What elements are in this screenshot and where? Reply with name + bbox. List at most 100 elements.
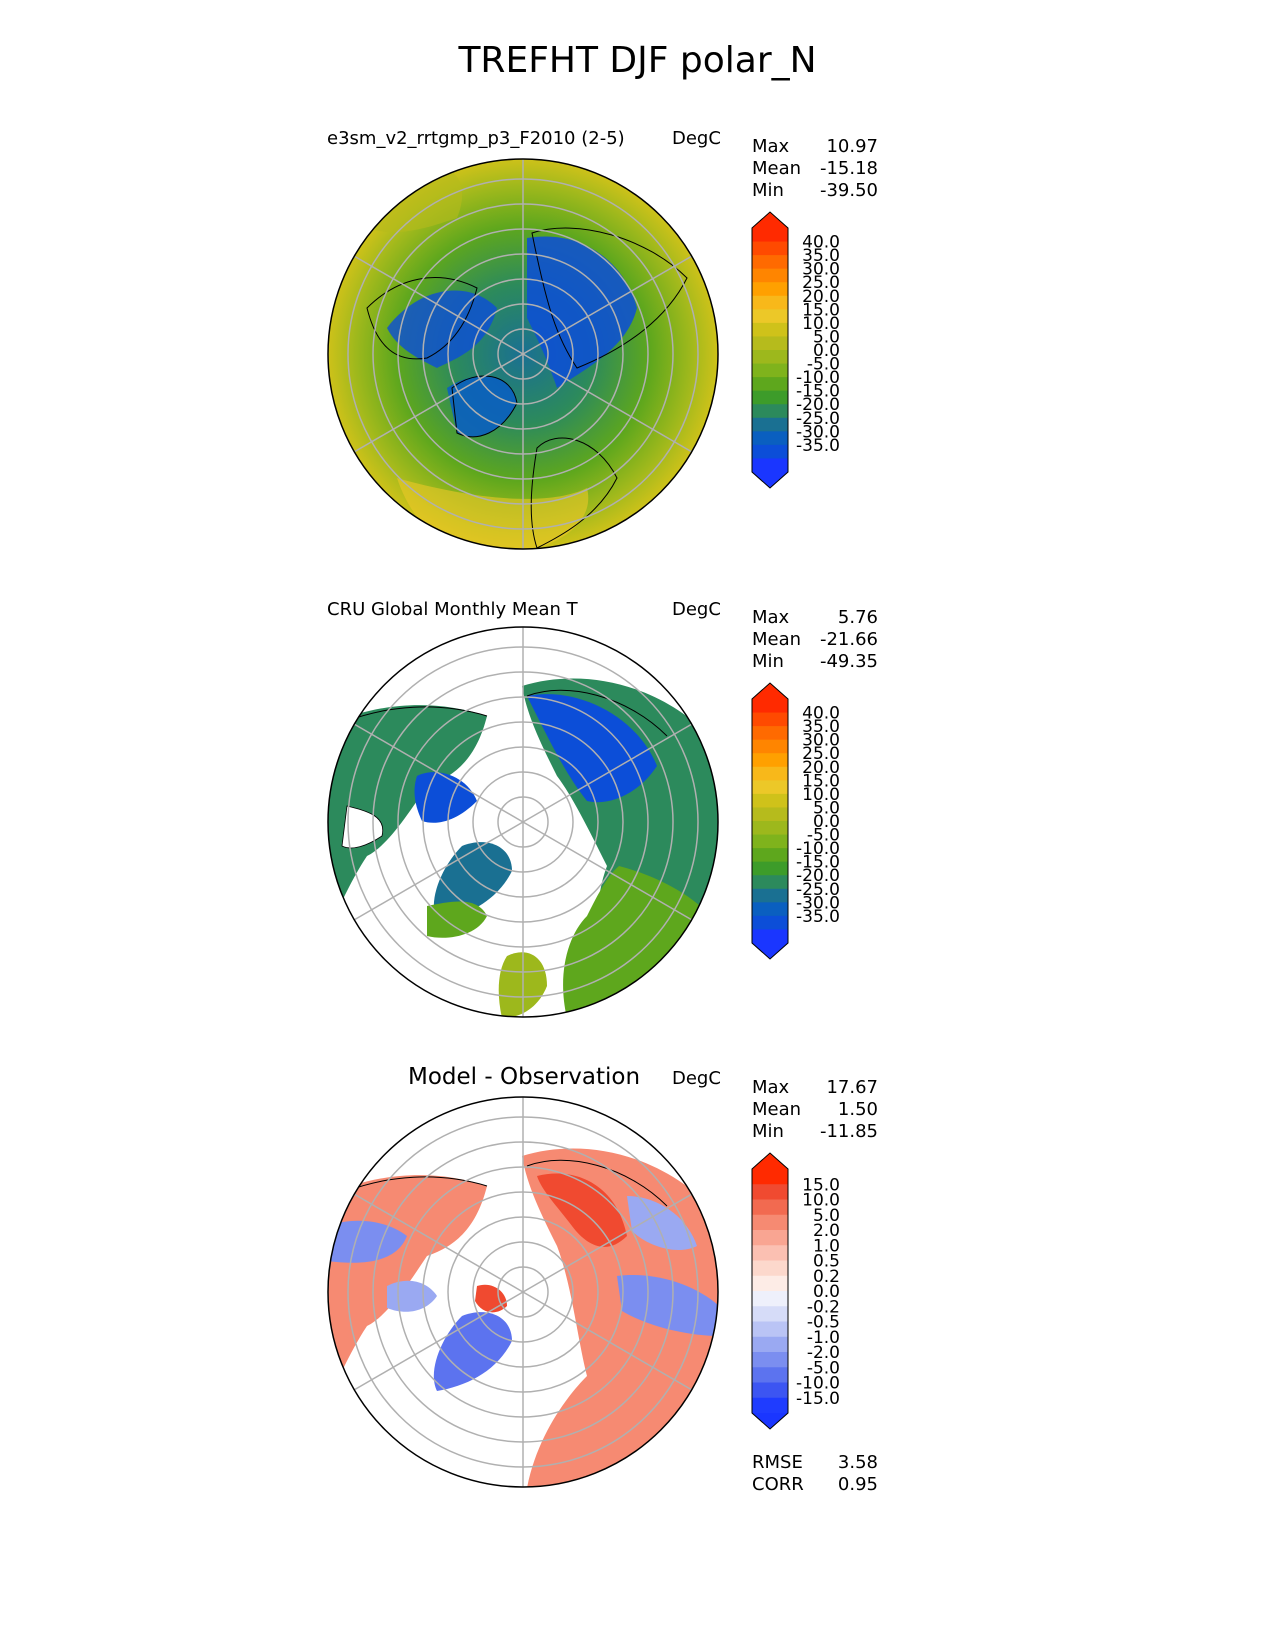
colorbar-tick-label: 10.0 (802, 785, 840, 805)
colorbar-tick-label: -5.0 (807, 355, 840, 375)
colorbar-tick-label: -30.0 (796, 893, 840, 913)
colorbar-tick-label: -35.0 (796, 436, 840, 456)
colorbar-swatch (752, 861, 788, 876)
colorbar-outline (751, 682, 789, 960)
colorbar-tick-label: 5.0 (813, 327, 840, 347)
stat-value: 17.67 (826, 1077, 878, 1098)
colorbar-tick-label: 25.0 (802, 744, 840, 764)
colorbar-tick-label: 15.0 (802, 771, 840, 791)
colorbar-tick-label: -15.0 (796, 1389, 840, 1409)
colorbar-swatch (752, 780, 788, 795)
stat-value: -39.50 (819, 180, 878, 201)
stat-value: 1.50 (837, 1099, 878, 1120)
colorbar-swatch (752, 309, 788, 324)
map-boundary (327, 158, 719, 550)
coastline-siberia (526, 1159, 668, 1207)
panel-3-extra-stats: RMSE 3.58 CORR 0.95 (752, 1452, 878, 1496)
stat-value: 0.95 (837, 1474, 878, 1495)
colorbar-swatch (752, 295, 788, 310)
colorbar-tick-label: -10.0 (796, 839, 840, 859)
graticule (347, 1097, 699, 1487)
warm-anomaly-siberia (537, 1173, 627, 1247)
figure-title: TREFHT DJF polar_N (458, 40, 817, 81)
colorbar-swatch (752, 834, 788, 849)
colorbar-tick-label: 40.0 (802, 233, 840, 253)
colorbar-tick-label: 25.0 (802, 273, 840, 293)
panel-1-colorbar: 40.035.030.025.020.015.010.05.00.0-5.0-1… (751, 211, 840, 489)
colorbar-tick-label: -10.0 (796, 1374, 840, 1394)
cold-region-siberia (527, 694, 657, 803)
colorbar-tick-label: 0.0 (813, 341, 840, 361)
panel-3-polar-map (327, 1096, 719, 1488)
colorbar-tick-label: -10.0 (796, 368, 840, 388)
colorbar-tick-label: 10.0 (802, 1191, 840, 1211)
colorbar-tick-label: 30.0 (802, 260, 840, 280)
colorbar-arrow-bottom (752, 1413, 788, 1429)
stat-label: Mean (752, 1099, 802, 1120)
colorbar-swatch (752, 1184, 788, 1200)
colorbar-tick-label: -0.5 (807, 1313, 840, 1333)
stat-label: Max (752, 607, 790, 628)
stat-label: Min (752, 180, 784, 201)
stat-label: Max (752, 136, 790, 157)
colorbar-tick-label: 15.0 (802, 1175, 840, 1195)
colorbar-swatch (752, 739, 788, 754)
graticule (347, 627, 699, 1017)
colorbar-tick-label: 0.0 (813, 812, 840, 832)
panel-1-polar-map (327, 158, 719, 550)
stat-label: CORR (752, 1474, 804, 1495)
colorbar-arrow-bottom (752, 943, 788, 959)
colorbar-swatch (752, 431, 788, 446)
panel-3-title: Model - Observation (408, 1064, 641, 1090)
colorbar-tick-label: -30.0 (796, 422, 840, 442)
colorbar-swatch (752, 821, 788, 836)
colorbar-swatch (752, 444, 788, 459)
coastline-siberia (531, 227, 688, 369)
cold-anomaly-hudson (387, 1280, 437, 1312)
stat-label: Mean (752, 629, 802, 650)
colorbar-arrow-bottom (752, 472, 788, 488)
colorbar-swatch (752, 793, 788, 808)
colorbar-outline (751, 1152, 789, 1430)
colorbar-tick-label: 15.0 (802, 300, 840, 320)
panel-2-stats: Max 5.76 Mean -21.66 Min -49.35 (752, 607, 878, 673)
cold-region-siberia (527, 236, 637, 388)
stat-value: -11.85 (819, 1121, 878, 1142)
colorbar-tick-label: -5.0 (807, 826, 840, 846)
colorbar-arrow-top (752, 683, 788, 699)
panel-3-colorbar: 15.010.05.02.01.00.50.20.0-0.2-0.5-1.0-2… (751, 1152, 840, 1430)
colorbar-swatch (752, 1336, 788, 1353)
panel-1-title: e3sm_v2_rrtgmp_p3_F2010 (2-5) (327, 128, 625, 149)
colorbar-swatch (752, 1260, 788, 1277)
colorbar-swatch (752, 1214, 788, 1231)
colorbar-swatch (752, 1230, 788, 1246)
colorbar-tick-label: -20.0 (796, 866, 840, 886)
colorbar-tick-label: 0.5 (813, 1252, 840, 1272)
colorbar-tick-label: -25.0 (796, 409, 840, 429)
cold-region-greenland (447, 376, 517, 437)
colorbar-tick-label: 10.0 (802, 314, 840, 334)
colorbar-tick-label: 5.0 (813, 1206, 840, 1226)
colorbar-tick-label: 35.0 (802, 246, 840, 266)
colorbar-swatch (752, 336, 788, 351)
stat-value: 3.58 (837, 1452, 878, 1473)
colorbar-swatch (752, 255, 788, 270)
colorbar-tick-label: 35.0 (802, 717, 840, 737)
colorbar-tick-label: 5.0 (813, 798, 840, 818)
colorbar-swatch (752, 1382, 788, 1399)
colorbar-tick-label: -15.0 (796, 853, 840, 873)
colorbar-swatch (752, 241, 788, 256)
map-boundary (327, 626, 719, 1018)
graticule (347, 159, 699, 549)
colorbar-tick-label: 0.0 (813, 1282, 840, 1302)
colorbar-swatch (752, 807, 788, 822)
colorbar-swatch (752, 726, 788, 741)
colorbar-swatch (752, 699, 788, 714)
stat-value: -21.66 (819, 629, 878, 650)
panel-1-stats: Max 10.97 Mean -15.18 Min -39.50 (752, 136, 878, 202)
colorbar-tick-label: -2.0 (807, 1343, 840, 1363)
colorbar-swatch (752, 888, 788, 903)
colorbar-swatch (752, 766, 788, 781)
colorbar-swatch (752, 390, 788, 405)
colorbar-tick-label: -15.0 (796, 382, 840, 402)
